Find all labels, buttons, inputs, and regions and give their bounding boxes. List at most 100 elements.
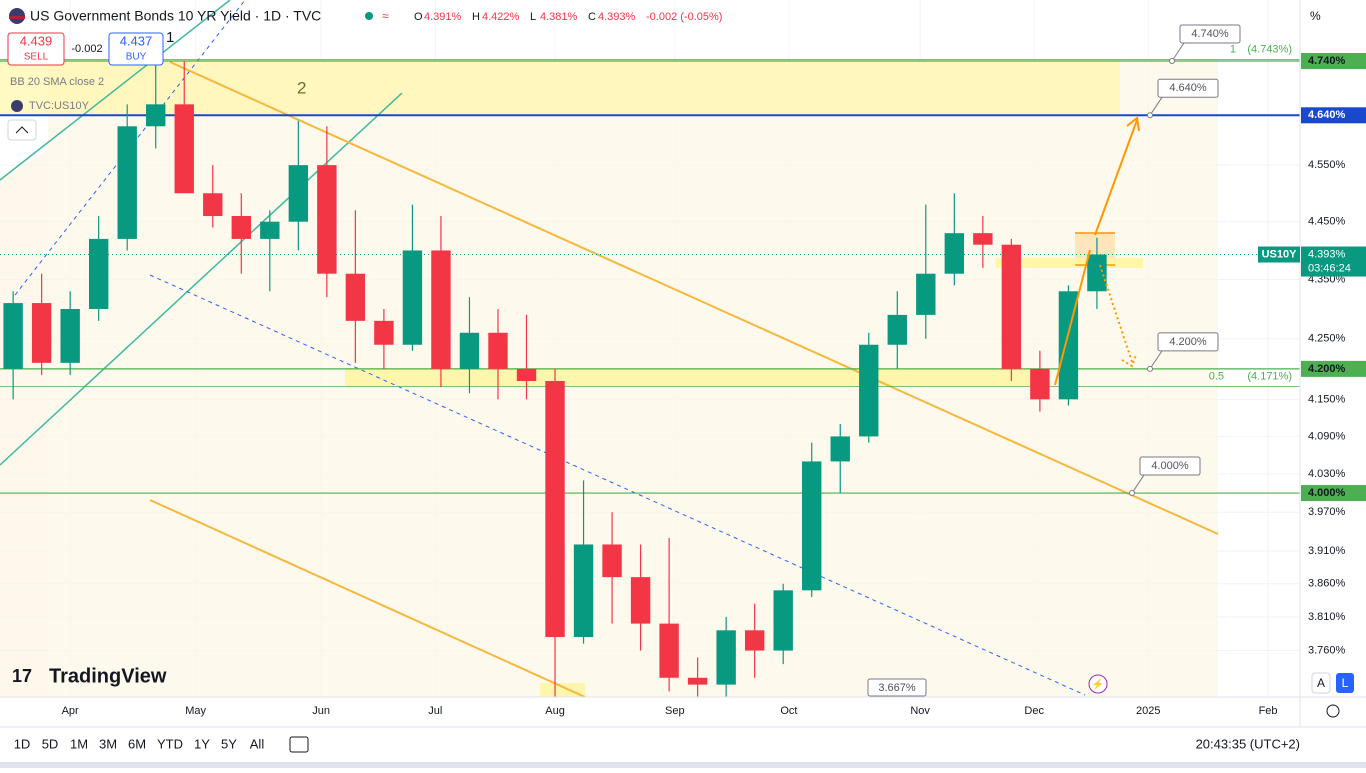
candle-body (944, 233, 965, 274)
indicator-label[interactable]: TVC:US10Y (29, 100, 90, 112)
y-tick-label: 3.760% (1308, 644, 1346, 656)
candle-body (573, 544, 594, 638)
buy-button[interactable] (108, 32, 164, 66)
spread: -0.002 (71, 43, 102, 55)
x-tick-label: Feb (1259, 705, 1278, 717)
axis-unit: % (1310, 9, 1321, 23)
candle-body (516, 368, 537, 382)
candle-body (3, 303, 23, 369)
ohlc-value: 4.391% (424, 11, 462, 23)
indicator-label[interactable]: BB 20 SMA close 2 (10, 76, 104, 88)
callout-leader (1131, 474, 1145, 494)
range-button[interactable]: 1D (14, 736, 31, 751)
bottom-strip (0, 762, 1366, 768)
candle-body (687, 677, 708, 685)
candle-body (744, 630, 765, 651)
buy-price[interactable]: 4.437 (120, 33, 153, 48)
levels (0, 59, 1300, 494)
shaded-zone (0, 150, 48, 697)
candle-body (374, 320, 394, 345)
x-tick-label: Dec (1024, 705, 1044, 717)
level-tag (1301, 485, 1366, 502)
log-scale-button[interactable] (1336, 673, 1354, 693)
x-tick-label: Aug (545, 705, 565, 717)
candle-body (1087, 254, 1107, 292)
sell-label[interactable]: SELL (24, 52, 49, 63)
watermark-logo: 17 (12, 666, 32, 686)
breakout-zone (996, 258, 1143, 268)
callout-anchor (1147, 365, 1153, 372)
support-zone (540, 683, 585, 697)
ohlc-key: H (472, 11, 480, 23)
range-button[interactable]: 6M (128, 736, 146, 751)
candle-body (602, 544, 622, 578)
ohlc-value: 4.422% (482, 11, 520, 23)
y-tick-label: 4.030% (1308, 468, 1346, 480)
range-button[interactable]: YTD (157, 736, 183, 751)
collapse-icon (15, 126, 29, 134)
candle-body (659, 623, 679, 678)
channel-line (169, 61, 1219, 535)
level-tag-label: 4.640% (1308, 109, 1346, 121)
settings-icon[interactable] (1326, 704, 1340, 718)
log-scale-label[interactable]: L (1342, 676, 1349, 690)
ohlc-value: 4.381% (540, 11, 578, 23)
range-button[interactable]: 5D (42, 736, 59, 751)
buy-label[interactable]: BUY (126, 52, 147, 63)
x-tick-label: Jul (428, 705, 442, 717)
range-button[interactable]: 3M (99, 736, 117, 751)
fib-level: 0.5 (1209, 370, 1224, 382)
auto-scale-label[interactable]: A (1317, 676, 1325, 690)
y-tick-label: 4.090% (1308, 430, 1346, 442)
callout-leader (1149, 97, 1163, 116)
price-tag-label: 4.393% (1308, 248, 1346, 260)
candle-body (60, 308, 80, 363)
callout-label: 4.640% (1169, 82, 1207, 94)
candle-body (288, 165, 309, 222)
x-tick-label: Jun (312, 705, 330, 717)
candle-body (231, 215, 251, 239)
x-tick-label: Apr (62, 705, 79, 717)
range-button[interactable]: All (250, 736, 265, 751)
callout-label: 4.200% (1169, 336, 1207, 348)
range-button[interactable]: 5Y (221, 736, 237, 751)
callout-anchor (1129, 490, 1135, 497)
events-icon[interactable] (1088, 674, 1108, 694)
callout-box (1157, 332, 1219, 352)
level-tag (1301, 107, 1366, 124)
x-tick-label: Sep (665, 705, 685, 717)
level-tag-label: 4.740% (1308, 55, 1346, 67)
ohlc-value: 4.393% (598, 11, 636, 23)
status-icon: ≈ (382, 9, 389, 23)
sell-button[interactable] (7, 32, 65, 66)
arrow-head (1126, 116, 1140, 132)
fib-value: (4.171%) (1247, 370, 1292, 382)
candle-body (1001, 244, 1022, 369)
annotation: 1 (166, 29, 174, 46)
candle-body (1030, 368, 1050, 400)
candle-body (488, 332, 508, 369)
collapse-button[interactable] (7, 119, 37, 141)
plot-area (0, 0, 1300, 697)
candle-body (773, 590, 793, 651)
candle-body (802, 461, 822, 591)
symbol-title[interactable]: US Government Bonds 10 YR Yield · 1D · T… (30, 8, 321, 24)
auto-scale-button[interactable] (1311, 672, 1331, 694)
range-button[interactable]: 1Y (194, 736, 210, 751)
range-button[interactable]: 1M (70, 736, 88, 751)
date-range-icon[interactable] (289, 736, 309, 753)
ohlc-values: O 4.391% H 4.422% L 4.381% C 4.393% -0.002 (-0.0… (414, 11, 722, 23)
candle-body (345, 273, 366, 321)
events-icon: ⚡ (1092, 678, 1104, 691)
y-tick-label: 4.550% (1308, 159, 1346, 171)
x-tick-label: 2025 (1136, 705, 1160, 717)
level-tag-label: 4.200% (1308, 363, 1346, 375)
sell-price[interactable]: 4.439 (20, 33, 53, 48)
callout-leader (1171, 42, 1185, 62)
candle-body (402, 250, 423, 345)
candle-body (260, 221, 280, 239)
toolbar: 1D 5D 1M 3M 6M YTD 1Y 5Y All (14, 736, 265, 751)
callout-label: 4.740% (1191, 28, 1229, 40)
candle-body (117, 126, 137, 239)
